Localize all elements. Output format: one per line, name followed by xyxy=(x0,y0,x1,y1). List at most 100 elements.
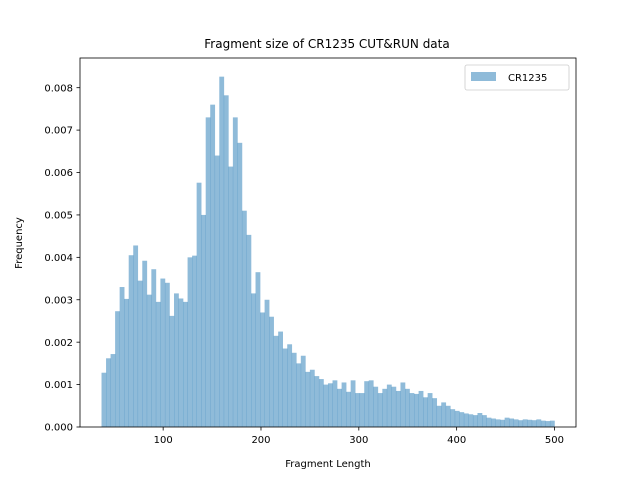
histogram-bar xyxy=(282,348,288,427)
histogram-bar xyxy=(251,293,256,427)
histogram-bars xyxy=(101,76,555,428)
histogram-bar xyxy=(278,331,283,427)
y-tick-label: 0.007 xyxy=(44,126,73,137)
histogram-bar xyxy=(491,418,496,427)
y-tick-label: 0.001 xyxy=(44,380,73,391)
histogram-bar xyxy=(536,419,542,427)
histogram-bar xyxy=(287,344,293,427)
x-axis-title: Fragment Length xyxy=(285,459,370,470)
histogram-bar xyxy=(255,272,261,427)
x-tick-label: 400 xyxy=(447,435,466,446)
histogram-bar xyxy=(133,245,139,427)
histogram-bar xyxy=(119,287,125,427)
y-tick-label: 0.004 xyxy=(44,253,73,264)
histogram-bar xyxy=(373,386,379,427)
histogram-bar xyxy=(237,142,243,427)
histogram-bar xyxy=(427,393,433,427)
histogram-bar xyxy=(527,419,533,427)
histogram-bar xyxy=(296,363,302,427)
histogram-bar xyxy=(459,412,465,427)
histogram-bar xyxy=(187,257,193,427)
histogram-bar xyxy=(174,293,179,427)
histogram-bar xyxy=(509,418,515,427)
histogram-bar xyxy=(377,393,383,427)
histogram-bar xyxy=(355,393,361,427)
histogram-bar xyxy=(364,381,370,427)
histogram-bar xyxy=(160,278,166,427)
histogram-bar xyxy=(196,182,202,427)
histogram-bar xyxy=(146,294,152,427)
histogram-bar xyxy=(164,282,170,427)
y-tick-label: 0.005 xyxy=(44,211,73,222)
histogram-bar xyxy=(314,376,320,427)
x-tick-label: 500 xyxy=(545,435,564,446)
histogram-bar xyxy=(260,312,265,427)
histogram-bar xyxy=(391,386,397,427)
y-tick-label: 0.006 xyxy=(44,168,73,179)
histogram-bar xyxy=(545,421,551,427)
y-axis-title: Frequency xyxy=(14,217,25,269)
histogram-bar xyxy=(178,298,184,427)
histogram-bar xyxy=(395,390,401,427)
x-axis: 100 200 300 400 500 xyxy=(154,427,564,446)
histogram-bar xyxy=(205,117,211,427)
histogram-bar xyxy=(414,393,419,427)
histogram-bar xyxy=(305,371,311,427)
y-tick-label: 0.003 xyxy=(44,295,73,306)
histogram-bar xyxy=(169,315,175,427)
histogram-bar xyxy=(124,298,129,427)
histogram-bar xyxy=(228,166,234,427)
histogram-bar xyxy=(309,369,315,427)
x-tick-label: 100 xyxy=(154,435,173,446)
legend: CR1235 xyxy=(464,64,570,91)
histogram-bar xyxy=(214,155,220,428)
histogram-bar xyxy=(482,415,487,427)
x-tick-label: 200 xyxy=(251,435,270,446)
histogram-bar xyxy=(549,420,555,427)
histogram-bar xyxy=(409,393,415,427)
histogram-bar xyxy=(423,397,428,427)
histogram-bar xyxy=(436,405,442,427)
y-tick-label: 0.008 xyxy=(44,83,73,94)
histogram-bar xyxy=(110,354,116,427)
histogram-bar xyxy=(269,316,274,427)
histogram-bar xyxy=(522,419,528,427)
histogram-bar xyxy=(400,382,406,427)
histogram-bar xyxy=(328,383,333,427)
y-tick-label: 0.000 xyxy=(44,423,73,434)
histogram-bar xyxy=(210,104,216,427)
histogram-bar xyxy=(468,414,474,427)
histogram-bar xyxy=(540,420,546,427)
histogram-bar xyxy=(405,388,410,427)
histogram-bar xyxy=(192,255,197,427)
histogram-bar xyxy=(504,417,510,427)
x-tick-label: 300 xyxy=(349,435,368,446)
plot-frame xyxy=(79,57,577,428)
histogram-bar xyxy=(500,419,505,427)
legend-label: CR1235 xyxy=(508,73,547,84)
legend-swatch xyxy=(471,72,496,81)
histogram-bar xyxy=(450,409,456,427)
chart-title: Fragment size of CR1235 CUT&RUN data xyxy=(204,37,449,51)
histogram-bar xyxy=(418,390,424,427)
histogram-bar xyxy=(246,234,252,427)
histogram-bar xyxy=(137,280,143,427)
y-tick-label: 0.002 xyxy=(44,338,73,349)
histogram-bar xyxy=(341,382,347,427)
histogram-bar xyxy=(495,419,501,427)
histogram-bar xyxy=(241,210,247,427)
histogram-bar xyxy=(463,413,469,427)
histogram-bar xyxy=(486,417,492,427)
histogram-bar xyxy=(332,380,338,427)
histogram-bar xyxy=(323,384,329,427)
histogram-bar xyxy=(151,269,157,427)
histogram-bar xyxy=(142,260,148,427)
histogram-bar xyxy=(359,393,365,427)
histogram-bar xyxy=(531,420,537,427)
histogram-bar xyxy=(273,335,279,427)
histogram-bar xyxy=(346,391,351,427)
legend-box xyxy=(464,64,570,91)
histogram-bar xyxy=(318,379,324,427)
histogram-bar xyxy=(264,299,270,427)
histogram-bar xyxy=(232,117,238,427)
